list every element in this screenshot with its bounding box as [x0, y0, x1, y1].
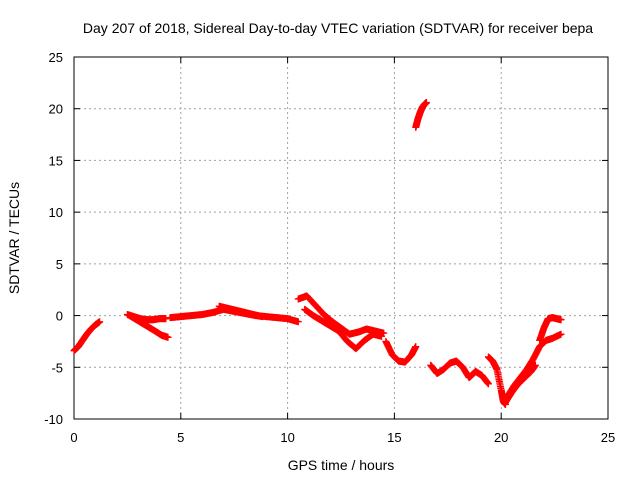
- series-9: [412, 99, 430, 131]
- data-point: [531, 361, 539, 369]
- x-tick-label: 20: [494, 430, 508, 445]
- x-tick-label: 10: [280, 430, 294, 445]
- y-tick-labels: -10 -5 0 5 10 15 20 25: [44, 50, 63, 427]
- chart-title: Day 207 of 2018, Sidereal Day-to-day VTE…: [83, 20, 593, 36]
- series-8: [382, 337, 420, 366]
- grid: [74, 57, 608, 419]
- data-point: [412, 343, 420, 351]
- y-tick-label: 25: [49, 50, 63, 65]
- data-point: [557, 330, 565, 338]
- data-points: [70, 99, 565, 409]
- data-point: [96, 318, 104, 326]
- y-tick-label: 5: [56, 257, 63, 272]
- series-14: [536, 314, 565, 344]
- series-3: [126, 312, 172, 341]
- x-tick-labels: 0 5 10 15 20 25: [70, 430, 615, 445]
- series-1: [70, 318, 104, 355]
- x-axis-label: GPS time / hours: [288, 457, 395, 473]
- data-point: [422, 99, 430, 107]
- data-point: [557, 316, 565, 324]
- series-10: [427, 357, 492, 388]
- x-tick-label: 5: [177, 430, 184, 445]
- series-11: [484, 353, 509, 409]
- axis-ticks: [73, 56, 609, 420]
- data-point: [258, 313, 266, 321]
- y-tick-label: -5: [51, 360, 63, 375]
- data-point: [164, 333, 172, 341]
- series-13: [504, 330, 565, 400]
- y-tick-label: 0: [56, 309, 63, 324]
- data-point: [294, 318, 302, 326]
- y-axis-label: SDTVAR / TECUs: [6, 182, 22, 294]
- y-tick-label: -10: [44, 412, 63, 427]
- x-tick-label: 15: [387, 430, 401, 445]
- y-tick-label: 20: [49, 102, 63, 117]
- y-tick-label: 10: [49, 205, 63, 220]
- data-point: [378, 332, 386, 340]
- series-7: [301, 305, 386, 353]
- x-tick-label: 0: [70, 430, 77, 445]
- plot-frame: [73, 56, 609, 420]
- data-point: [162, 315, 170, 323]
- data-point: [484, 380, 492, 388]
- x-tick-label: 25: [601, 430, 615, 445]
- series-5: [215, 302, 266, 321]
- y-tick-label: 15: [49, 153, 63, 168]
